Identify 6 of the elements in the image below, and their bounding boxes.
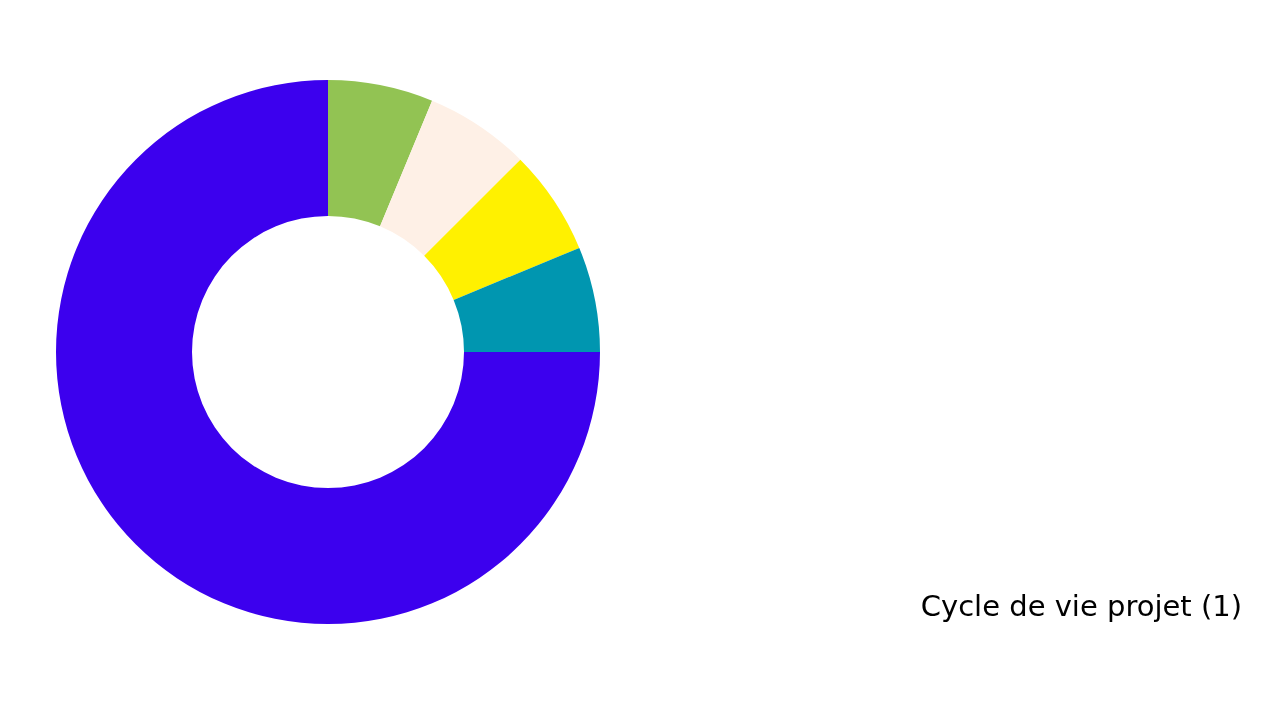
donut-slice [56,80,600,624]
donut-slice [328,80,433,227]
text: Cycle de vie projet (1) [920,589,1242,623]
donut-slice [380,100,521,256]
donut-slice [453,247,600,352]
donut-slice [424,159,580,300]
